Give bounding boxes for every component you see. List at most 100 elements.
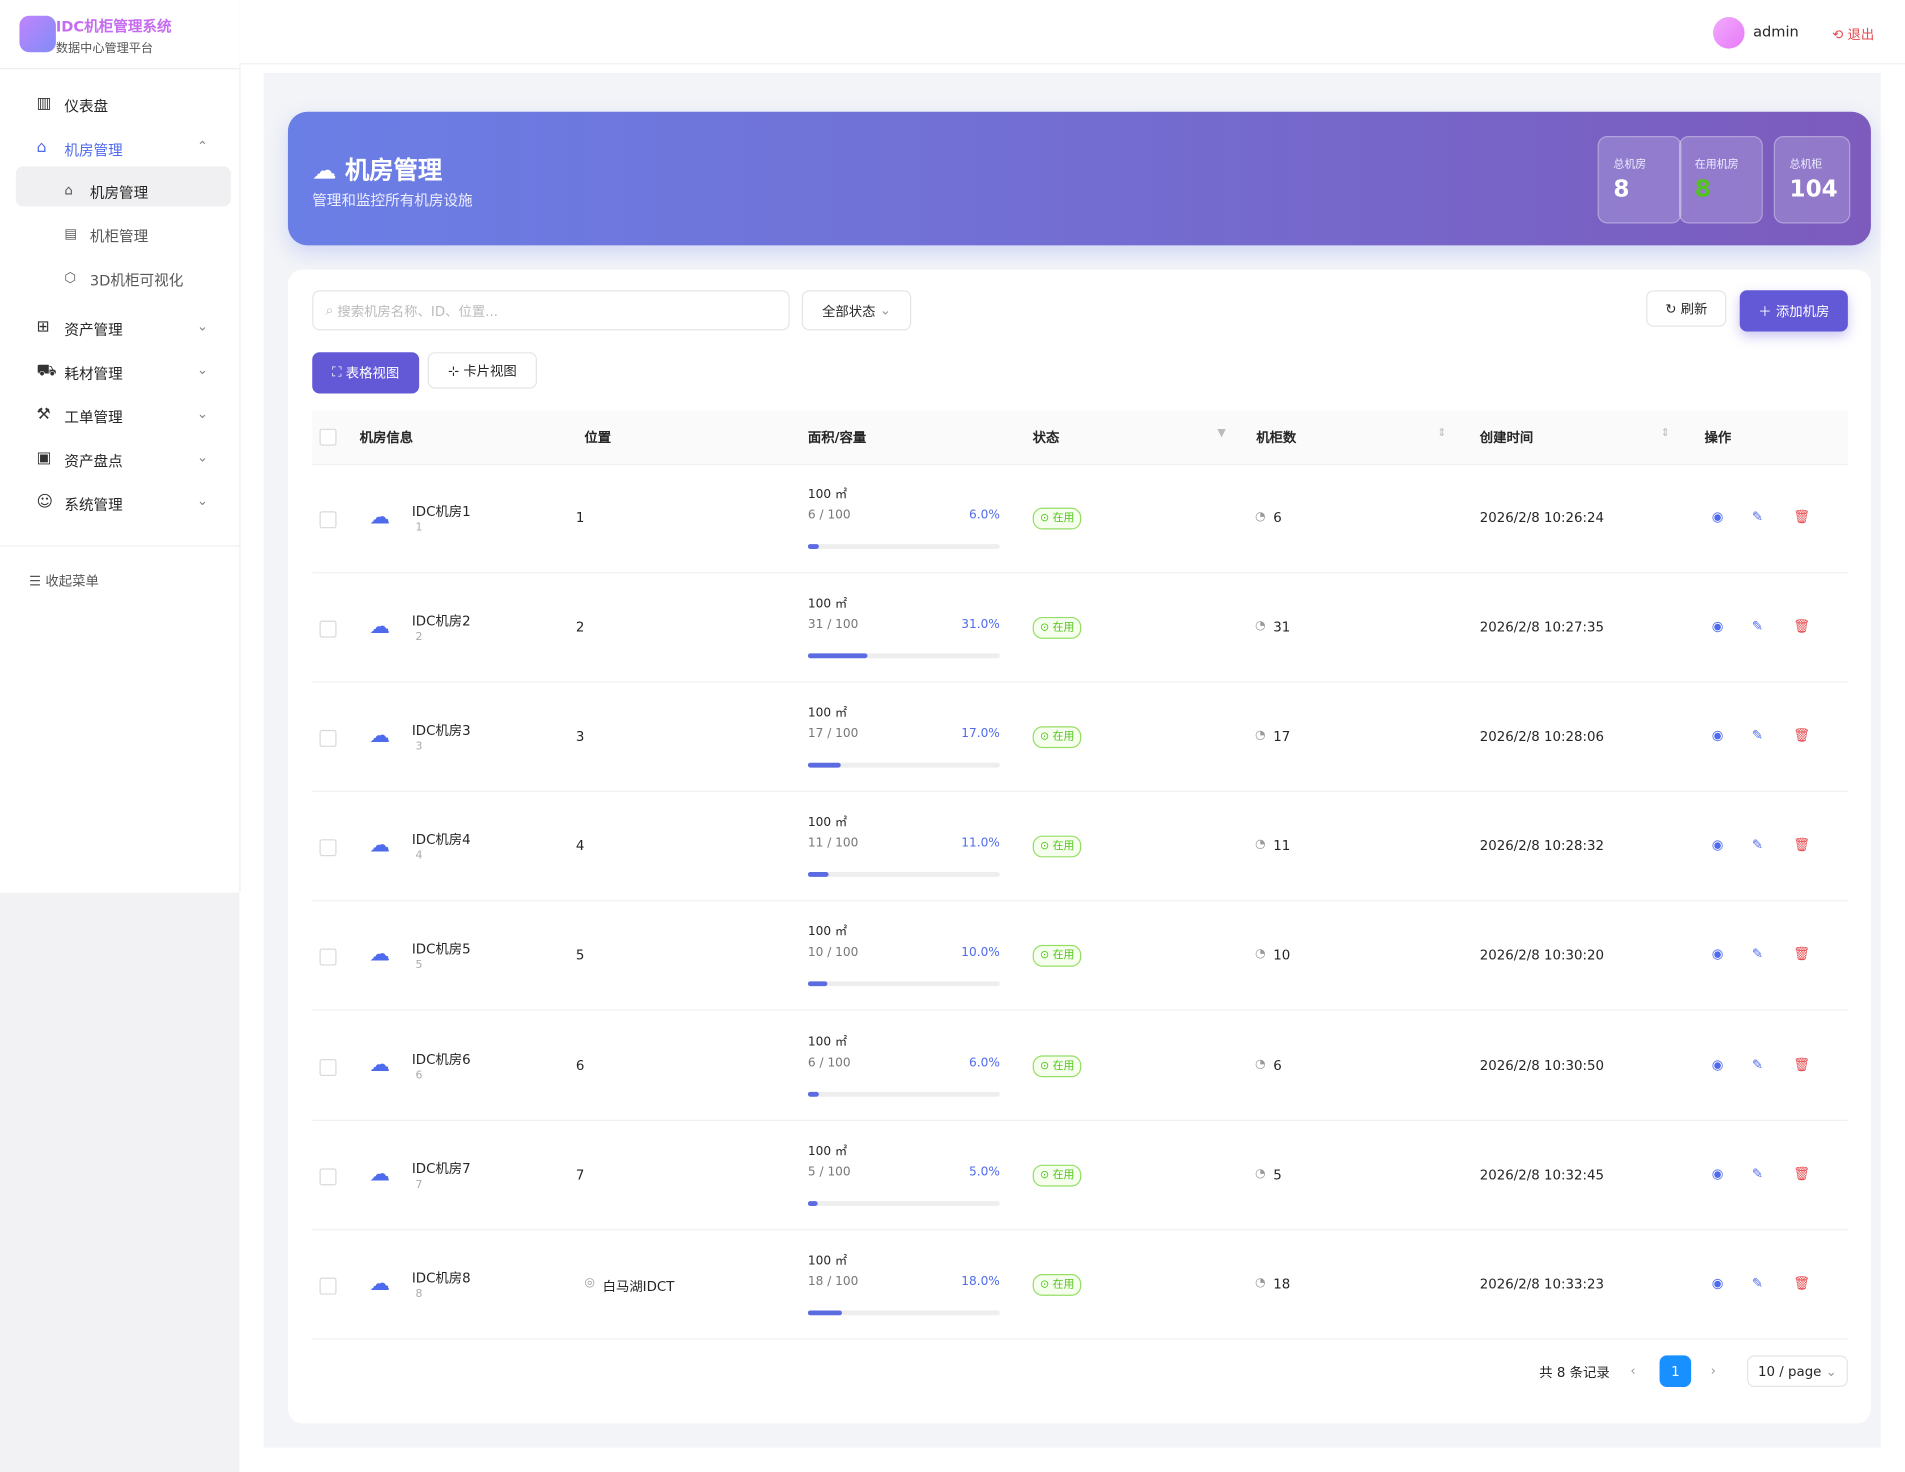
view-tab[interactable]: ⊹ 卡片视图 bbox=[427, 352, 537, 389]
menu-item[interactable]: 耗材管理 bbox=[64, 365, 123, 383]
edit-action[interactable]: ✎ bbox=[1751, 837, 1764, 853]
delete-action[interactable]: 🗑 bbox=[1793, 508, 1811, 525]
status-tag: ⊙ 在用 bbox=[1032, 726, 1082, 749]
menu-item[interactable]: 系统管理 bbox=[64, 496, 123, 514]
room-name[interactable]: IDC机房3 bbox=[411, 722, 471, 739]
logout[interactable]: ⟲ 退出 bbox=[1832, 26, 1875, 43]
edit-action[interactable]: ✎ bbox=[1751, 1274, 1764, 1291]
edit-action[interactable]: ✎ bbox=[1751, 618, 1764, 635]
room-name[interactable]: IDC机房7 bbox=[411, 1160, 471, 1177]
checkbox[interactable] bbox=[319, 1058, 337, 1076]
view-action[interactable]: ◉ bbox=[1711, 727, 1724, 744]
next-page[interactable]: › bbox=[1710, 1362, 1716, 1379]
created-time: 2026/2/8 10:27:35 bbox=[1479, 619, 1605, 636]
column-sorter[interactable]: ▼ bbox=[1217, 427, 1226, 440]
view-action[interactable]: ◉ bbox=[1711, 508, 1724, 525]
table-row-border bbox=[312, 1337, 1848, 1340]
area: 100 ㎡ bbox=[807, 1144, 848, 1159]
refresh-button[interactable]: ↻ 刷新 bbox=[1646, 290, 1727, 327]
submenu-item[interactable]: 3D机柜可视化 bbox=[89, 272, 184, 290]
submenu-item[interactable]: 机柜管理 bbox=[89, 228, 149, 246]
delete-action[interactable]: 🗑 bbox=[1793, 1274, 1811, 1291]
view-action[interactable]: ◉ bbox=[1711, 1165, 1724, 1182]
page-size[interactable]: 10 / page ⌄ bbox=[1747, 1355, 1848, 1387]
menu-item[interactable]: 资产盘点 bbox=[64, 453, 123, 471]
checkbox[interactable] bbox=[319, 511, 337, 529]
room-name[interactable]: IDC机房2 bbox=[411, 613, 471, 630]
edit-action[interactable]: ✎ bbox=[1751, 727, 1764, 744]
room-name[interactable]: IDC机房5 bbox=[411, 941, 471, 958]
menu-item[interactable]: 仪表盘 bbox=[64, 98, 109, 116]
view-action[interactable]: ◉ bbox=[1711, 837, 1724, 853]
checkbox[interactable] bbox=[319, 730, 337, 748]
edit-action[interactable]: ✎ bbox=[1751, 1056, 1764, 1072]
column-sorter[interactable]: ⇕ bbox=[1660, 427, 1670, 440]
submenu-icon: ▤ bbox=[64, 225, 78, 242]
created-time: 2026/2/8 10:28:32 bbox=[1479, 838, 1605, 855]
column-header: 机柜数 bbox=[1256, 429, 1297, 446]
cabinet-count: 6 bbox=[1273, 1057, 1282, 1074]
room-id: 7 bbox=[415, 1178, 423, 1191]
room-id: 1 bbox=[415, 522, 423, 535]
delete-action[interactable]: 🗑 bbox=[1793, 618, 1811, 635]
menu-arrow: ⌄ bbox=[196, 318, 209, 334]
avatar[interactable] bbox=[1713, 17, 1745, 49]
view-tab-label: 表格视图 bbox=[345, 365, 400, 382]
usage-percent: 6.0% bbox=[968, 1056, 1000, 1070]
stat-value: 8 bbox=[1694, 176, 1711, 203]
submenu-item[interactable]: 机房管理 bbox=[89, 184, 149, 202]
user-name[interactable]: admin bbox=[1753, 23, 1799, 41]
status-select[interactable]: 全部状态 ⌄ bbox=[801, 290, 912, 331]
edit-action[interactable]: ✎ bbox=[1751, 508, 1764, 525]
menu-item[interactable]: 机房管理 bbox=[64, 142, 123, 160]
room-name[interactable]: IDC机房8 bbox=[411, 1269, 471, 1286]
view-action[interactable]: ◉ bbox=[1711, 618, 1724, 635]
view-action[interactable]: ◉ bbox=[1711, 946, 1724, 963]
progress-bar bbox=[807, 1200, 818, 1206]
progress-track bbox=[807, 1310, 1000, 1315]
delete-action[interactable]: 🗑 bbox=[1793, 727, 1811, 744]
view-action[interactable]: ◉ bbox=[1711, 1056, 1724, 1072]
delete-action[interactable]: 🗑 bbox=[1793, 1165, 1811, 1182]
view-action[interactable]: ◉ bbox=[1711, 1274, 1724, 1291]
created-time: 2026/2/8 10:33:23 bbox=[1479, 1276, 1605, 1292]
search-input[interactable]: ⌕ 搜索机房名称、ID、位置... bbox=[312, 290, 790, 331]
collapse-menu[interactable]: ☰ 收起菜单 bbox=[29, 573, 99, 590]
checkbox[interactable] bbox=[319, 620, 337, 638]
edit-action[interactable]: ✎ bbox=[1751, 1165, 1764, 1182]
edit-action[interactable]: ✎ bbox=[1751, 946, 1764, 963]
checkbox[interactable] bbox=[319, 428, 337, 446]
menu-item[interactable]: 工单管理 bbox=[64, 409, 123, 427]
area: 100 ㎡ bbox=[807, 816, 848, 830]
delete-action[interactable]: 🗑 bbox=[1793, 1056, 1811, 1072]
table-row-border bbox=[312, 1228, 1848, 1230]
prev-page[interactable]: ‹ bbox=[1630, 1362, 1636, 1379]
status-select-label: 全部状态 bbox=[822, 303, 876, 319]
delete-action[interactable]: 🗑 bbox=[1793, 946, 1811, 963]
delete-action[interactable]: 🗑 bbox=[1793, 837, 1811, 853]
cabinet-count: 5 bbox=[1273, 1166, 1282, 1183]
add-button[interactable]: ＋ 添加机房 bbox=[1739, 290, 1848, 332]
cabinet-count: 11 bbox=[1273, 838, 1291, 855]
checkbox[interactable] bbox=[319, 1277, 337, 1295]
room-name[interactable]: IDC机房1 bbox=[411, 504, 471, 520]
page-number[interactable]: 1 bbox=[1659, 1355, 1692, 1387]
table-row-border bbox=[312, 1009, 1848, 1011]
status-text: 在用 bbox=[1052, 621, 1075, 635]
progress-track bbox=[807, 981, 1000, 987]
cabinet-icon: ◔ bbox=[1254, 728, 1266, 743]
room-name[interactable]: IDC机房4 bbox=[411, 832, 471, 849]
cabinet-icon: ◔ bbox=[1254, 619, 1266, 633]
stat-card bbox=[1678, 136, 1763, 224]
menu-item[interactable]: 资产管理 bbox=[64, 321, 123, 339]
column-sorter[interactable]: ⇕ bbox=[1437, 427, 1447, 440]
refresh-label: 刷新 bbox=[1680, 301, 1708, 317]
checkbox[interactable] bbox=[319, 1167, 337, 1185]
progress-bar bbox=[807, 653, 868, 659]
checkbox[interactable] bbox=[319, 948, 337, 967]
room-name[interactable]: IDC机房6 bbox=[411, 1051, 471, 1067]
banner-title-text: 机房管理 bbox=[344, 155, 443, 185]
view-tab[interactable]: ⛶ 表格视图 bbox=[312, 352, 420, 394]
checkbox[interactable] bbox=[319, 839, 337, 857]
divider bbox=[0, 68, 240, 70]
